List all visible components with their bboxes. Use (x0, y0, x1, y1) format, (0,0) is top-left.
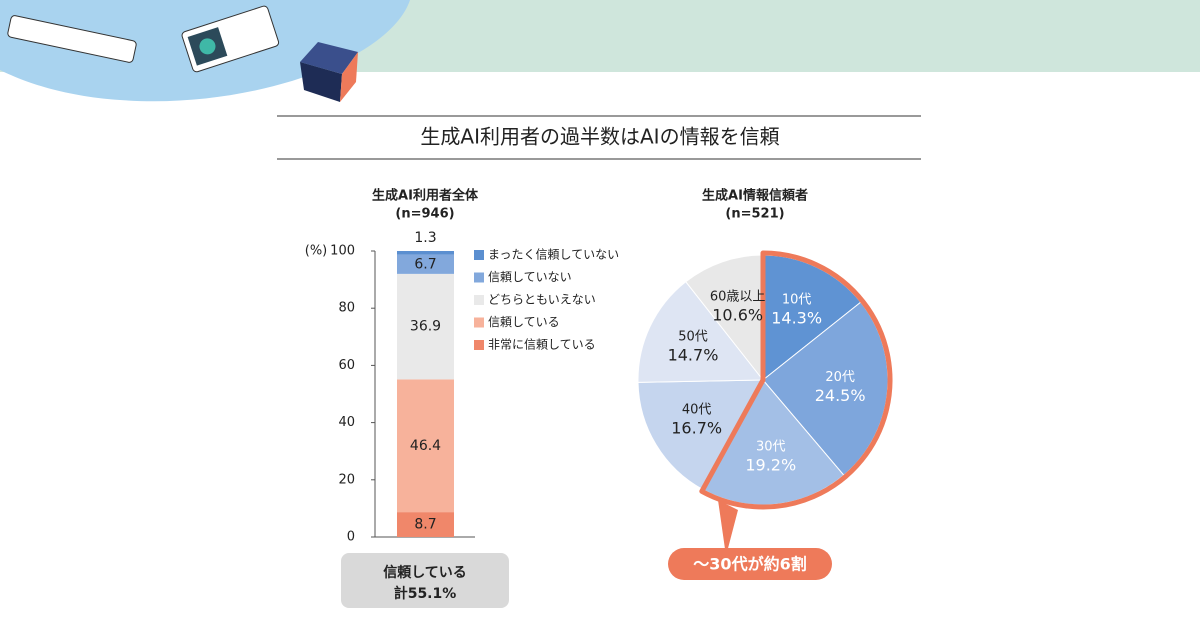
bar-segment (397, 254, 454, 274)
y-tick-label: 20 (338, 472, 355, 487)
y-unit: (%) (305, 244, 328, 259)
slice-value: 14.7% (668, 345, 719, 364)
slice-value: 10.6% (712, 305, 763, 324)
legend-label: 信頼していない (488, 270, 572, 284)
slice-category: 10代 (782, 293, 812, 308)
legend-swatch (474, 295, 484, 305)
slice-value: 24.5% (815, 386, 866, 405)
highlight-outline (699, 250, 893, 510)
value-label: 6.7 (414, 256, 436, 272)
legend-swatch (474, 317, 484, 328)
bar-segment (397, 379, 454, 513)
legend-label: まったく信頼していない (488, 248, 619, 262)
slice-value: 14.3% (771, 309, 822, 328)
slice-category: 30代 (756, 440, 786, 455)
y-tick-label: 40 (338, 415, 355, 430)
total-callout-text: 信頼している (383, 564, 467, 581)
slice-category: 50代 (678, 329, 708, 344)
total-callout-text: 計55.1% (394, 585, 457, 602)
callout-pointer (718, 500, 738, 556)
legend-swatch (474, 340, 484, 350)
pie-title: 生成AI情報信頼者 (702, 188, 808, 204)
bar-segment (397, 273, 454, 380)
total-callout (341, 553, 509, 608)
pie-callout (668, 548, 832, 580)
slice-value: 16.7% (671, 419, 722, 438)
legend-label: 非常に信頼している (488, 338, 596, 352)
page-title: 生成AI利用者の過半数はAIの情報を信頼 (420, 125, 779, 149)
bar-segment (397, 251, 454, 255)
value-label: 1.3 (414, 230, 436, 246)
value-label: 36.9 (410, 319, 441, 335)
y-tick-label: 0 (347, 530, 355, 545)
y-tick-label: 100 (330, 244, 355, 259)
legend-label: どちらともいえない (488, 293, 596, 307)
legend-swatch (474, 272, 484, 283)
value-label: 46.4 (410, 438, 441, 454)
slice-category: 20代 (825, 370, 855, 385)
slice-category: 40代 (682, 403, 712, 418)
pie-subtitle: (n=521) (725, 207, 784, 222)
legend-label: 信頼している (488, 315, 560, 329)
y-tick-label: 60 (338, 358, 355, 373)
slice-value: 19.2% (745, 456, 796, 475)
pie-slice (637, 379, 764, 491)
bar-title: 生成AI利用者全体 (372, 188, 479, 204)
y-tick-label: 80 (338, 301, 355, 316)
slice-category: 60歳以上 (710, 289, 766, 304)
decor-searchbar (7, 15, 137, 63)
legend-swatch (474, 250, 484, 260)
value-label: 8.7 (414, 517, 436, 533)
pie-slice (637, 281, 765, 383)
decor-card (181, 5, 280, 73)
bar-subtitle: (n=946) (395, 207, 454, 222)
bar-segment (397, 512, 454, 537)
pie-callout-text: 〜30代が約6割 (693, 555, 806, 574)
decor-cube (300, 42, 358, 102)
